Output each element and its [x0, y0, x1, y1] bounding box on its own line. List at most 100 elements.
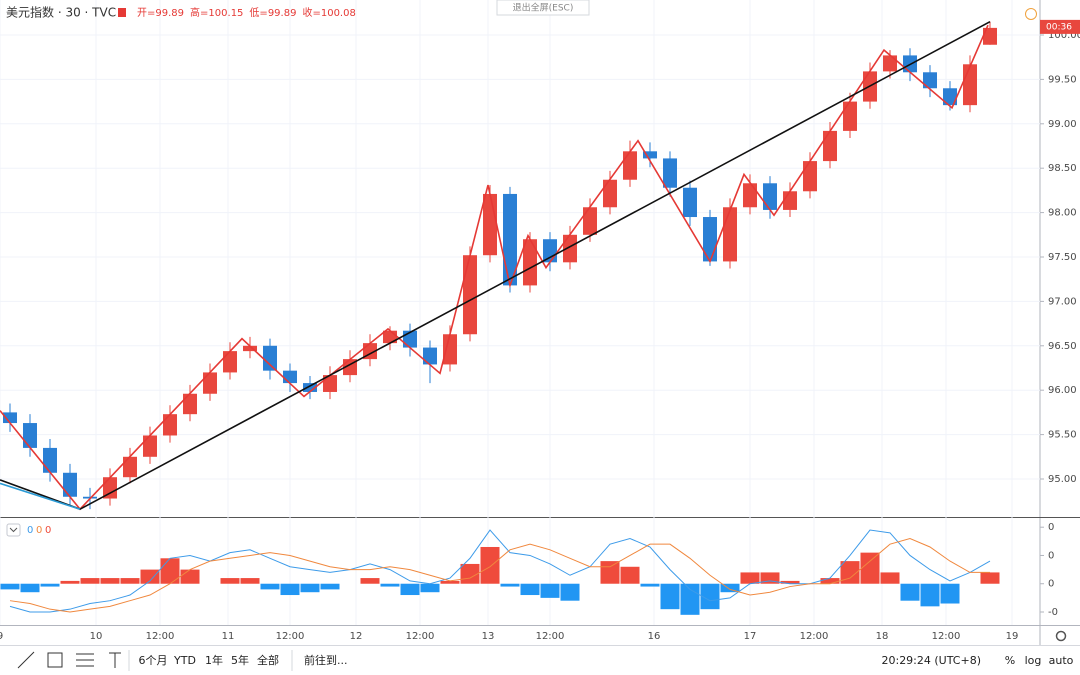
- histogram-bar: [440, 580, 460, 584]
- candle-body: [663, 158, 677, 188]
- trendline-tool[interactable]: [17, 651, 35, 669]
- clock: 20:29:24 (UTC+8): [881, 654, 981, 667]
- histogram-bar: [180, 569, 200, 584]
- scale-option[interactable]: log: [1025, 654, 1042, 667]
- candle-body: [943, 88, 957, 106]
- ohlc-value: 99.89: [155, 8, 184, 19]
- symbol-title: 美元指数 · 30 · TVC: [6, 5, 116, 20]
- histogram-bar: [760, 572, 780, 584]
- candle-body: [603, 179, 617, 208]
- indicator-tick-label: 0: [1048, 550, 1054, 561]
- ohlc-key: 收=: [302, 6, 320, 19]
- histogram-bar: [120, 578, 140, 584]
- scale-option[interactable]: %: [1005, 654, 1015, 667]
- ohlc-value: 100.08: [321, 8, 356, 19]
- candle-body: [183, 393, 197, 415]
- x-tick-label: 9: [0, 631, 3, 642]
- x-tick-label: 12:00: [276, 631, 305, 642]
- range-button[interactable]: 5年: [231, 653, 249, 667]
- histogram-bar: [400, 583, 420, 596]
- y-tick-label: 96.00: [1048, 385, 1077, 396]
- histogram-bar: [940, 583, 960, 604]
- scale-option[interactable]: auto: [1049, 654, 1074, 667]
- candle-body: [883, 55, 897, 72]
- settings-icon[interactable]: [1055, 630, 1067, 642]
- fib-tool[interactable]: [76, 653, 94, 667]
- candle-body: [783, 191, 797, 210]
- candle-body: [263, 345, 277, 371]
- y-tick-label: 97.00: [1048, 296, 1077, 307]
- collapse-button[interactable]: [6, 523, 21, 537]
- range-button[interactable]: YTD: [173, 654, 196, 667]
- histogram-bar: [60, 580, 80, 584]
- histogram-bar: [280, 583, 300, 596]
- candle-body: [23, 423, 37, 448]
- candle-body: [3, 412, 17, 424]
- range-button[interactable]: 1年: [205, 653, 223, 667]
- indicator-line: [9, 537, 990, 613]
- histogram-bar: [820, 578, 840, 584]
- indicator-tick-label: -0: [1048, 607, 1058, 618]
- x-tick-label: 10: [90, 631, 103, 642]
- alert-icon[interactable]: [1025, 8, 1037, 20]
- candle-body: [803, 161, 817, 192]
- candle-body: [223, 351, 237, 373]
- range-button[interactable]: 6个月: [139, 654, 168, 667]
- histogram-bar: [900, 583, 920, 601]
- collapse-icon: [9, 527, 18, 533]
- ohlc-value: 100.15: [208, 8, 243, 19]
- histogram-bar: [140, 569, 160, 584]
- drawing-line: [0, 482, 81, 510]
- histogram-bar: [240, 578, 260, 584]
- candle-body: [823, 130, 837, 162]
- candle-body: [283, 370, 297, 384]
- ohlc-key: 低=: [249, 6, 267, 19]
- exit-fullscreen-button[interactable]: [496, 0, 590, 16]
- histogram-bar: [540, 583, 560, 598]
- ohlc-value: 99.89: [268, 8, 297, 19]
- x-tick-label: 12:00: [406, 631, 435, 642]
- histogram-bar: [560, 583, 580, 601]
- candle-body: [763, 183, 777, 210]
- candle-body: [103, 477, 117, 499]
- x-tick-label: 12:00: [536, 631, 565, 642]
- histogram-bar: [700, 583, 720, 610]
- histogram-bar: [320, 583, 340, 590]
- histogram-bar: [620, 566, 640, 584]
- candle-body: [523, 239, 537, 286]
- y-tick-label: 98.00: [1048, 208, 1077, 219]
- rect-tool[interactable]: [47, 652, 63, 668]
- candle-body: [143, 435, 157, 457]
- y-tick-label: 97.50: [1048, 252, 1077, 263]
- histogram-bar: [20, 583, 40, 593]
- y-tick-label: 100.00: [1048, 30, 1080, 41]
- histogram-bar: [880, 572, 900, 584]
- x-tick-label: 12:00: [932, 631, 961, 642]
- indicator-legend-value: 0: [36, 525, 42, 536]
- ohlc-key: 高=: [190, 6, 208, 19]
- candle-body: [583, 207, 597, 235]
- histogram-bar: [220, 578, 240, 584]
- histogram-bar: [260, 583, 280, 590]
- histogram-bar: [920, 583, 940, 607]
- text-tool[interactable]: [109, 652, 121, 668]
- exit-fullscreen-text: 退出全屏(ESC): [513, 2, 574, 14]
- histogram-bar: [0, 583, 20, 590]
- y-tick-label: 99.50: [1048, 74, 1077, 85]
- x-tick-label: 19: [1006, 631, 1019, 642]
- x-tick-label: 17: [744, 631, 757, 642]
- histogram-bar: [100, 578, 120, 584]
- histogram-bar: [40, 583, 60, 587]
- candle-body: [463, 255, 477, 335]
- x-tick-label: 16: [648, 631, 661, 642]
- candle-body: [683, 187, 697, 218]
- y-tick-label: 96.50: [1048, 341, 1077, 352]
- range-button[interactable]: 全部: [257, 653, 279, 667]
- indicator-tick-label: 0: [1048, 522, 1054, 533]
- candle-body: [423, 347, 437, 365]
- histogram-bar: [980, 572, 1000, 584]
- histogram-bar: [500, 583, 520, 587]
- candle-body: [643, 151, 657, 159]
- x-tick-label: 18: [876, 631, 889, 642]
- goto-button[interactable]: 前往到...: [304, 653, 348, 667]
